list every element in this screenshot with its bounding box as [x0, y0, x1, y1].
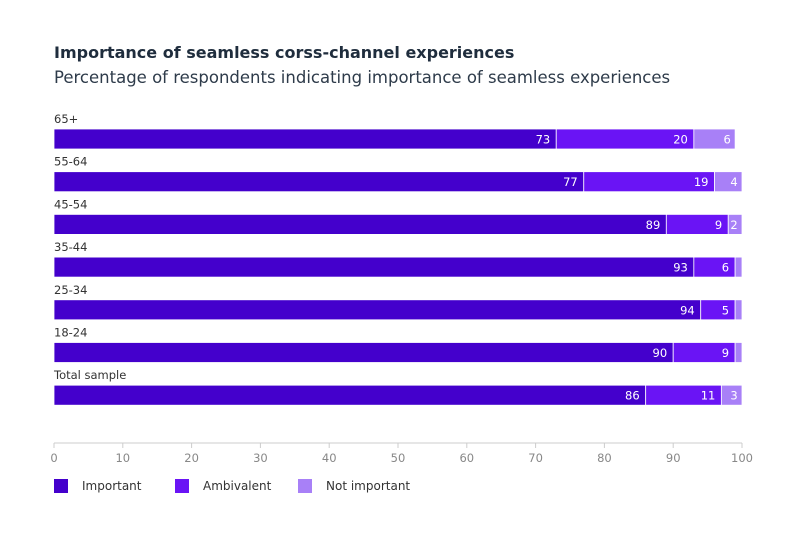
data-label: 86: [625, 389, 640, 403]
bar-segment: [720, 384, 743, 406]
category-label: 35-44: [54, 240, 87, 254]
data-label: 90: [653, 346, 668, 360]
category-label: 65+: [54, 112, 78, 126]
legend-label: Important: [82, 479, 142, 493]
x-tick-label: 20: [184, 451, 199, 465]
data-label: 9: [715, 218, 722, 232]
legend-label: Not important: [326, 479, 410, 493]
legend-swatch: [175, 479, 189, 493]
x-tick-label: 60: [459, 451, 474, 465]
data-label: 3: [730, 389, 737, 403]
x-tick-label: 30: [253, 451, 268, 465]
data-label: 19: [694, 175, 709, 189]
data-label: 6: [723, 133, 730, 147]
data-label: 73: [536, 133, 551, 147]
data-label: 2: [730, 218, 737, 232]
data-label: 89: [646, 218, 661, 232]
x-tick-label: 90: [666, 451, 681, 465]
bar-segment: [53, 342, 674, 363]
bar-segment: [53, 171, 585, 193]
chart-subtitle: Percentage of respondents indicating imp…: [54, 68, 671, 87]
data-label: 5: [722, 303, 729, 317]
x-tick-label: 70: [528, 451, 543, 465]
x-tick-label: 40: [322, 451, 337, 465]
x-tick-label: 0: [50, 451, 57, 465]
bar-segment: [734, 299, 743, 321]
bar-segment: [53, 256, 695, 278]
bar-segment: [693, 128, 736, 150]
category-label: 25-34: [54, 283, 87, 297]
legend-swatch: [298, 479, 312, 493]
data-label: 94: [680, 303, 695, 317]
legend-swatch: [54, 479, 68, 493]
bar-segment: [734, 256, 743, 278]
bar-segment: [714, 171, 743, 193]
data-label: 11: [701, 389, 716, 403]
category-label: Total sample: [53, 368, 126, 382]
data-label: 4: [730, 175, 737, 189]
bar-segment: [700, 299, 736, 321]
x-tick-label: 80: [597, 451, 612, 465]
data-label: 6: [722, 261, 729, 275]
data-label: 93: [673, 261, 688, 275]
x-tick-label: 100: [731, 451, 753, 465]
x-tick-label: 50: [391, 451, 406, 465]
category-label: 45-54: [54, 197, 87, 211]
data-label: 9: [722, 346, 729, 360]
bar-segment: [53, 128, 557, 150]
legend-label: Ambivalent: [203, 479, 272, 493]
data-label: 77: [563, 175, 578, 189]
bar-segment: [734, 342, 743, 363]
bar-segment: [53, 299, 702, 321]
chart-title: Importance of seamless corss-channel exp…: [54, 43, 515, 62]
bar-segment: [53, 213, 667, 235]
x-tick-label: 10: [115, 451, 130, 465]
category-label: 18-24: [54, 326, 87, 340]
data-label: 20: [673, 133, 688, 147]
bar-segment: [727, 213, 743, 235]
category-label: 55-64: [54, 155, 87, 169]
bar-segment: [53, 384, 647, 406]
